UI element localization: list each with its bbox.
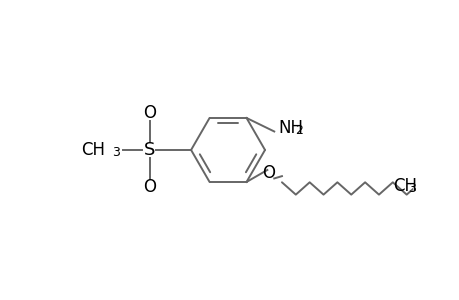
Text: 2: 2	[294, 124, 302, 137]
Text: 3: 3	[407, 182, 415, 195]
Text: O: O	[143, 178, 156, 196]
Text: O: O	[262, 164, 275, 182]
Text: 3: 3	[112, 146, 119, 159]
Text: CH: CH	[393, 177, 417, 195]
Text: O: O	[143, 104, 156, 122]
Text: S: S	[144, 141, 155, 159]
Text: NH: NH	[278, 119, 302, 137]
Text: CH: CH	[81, 141, 105, 159]
